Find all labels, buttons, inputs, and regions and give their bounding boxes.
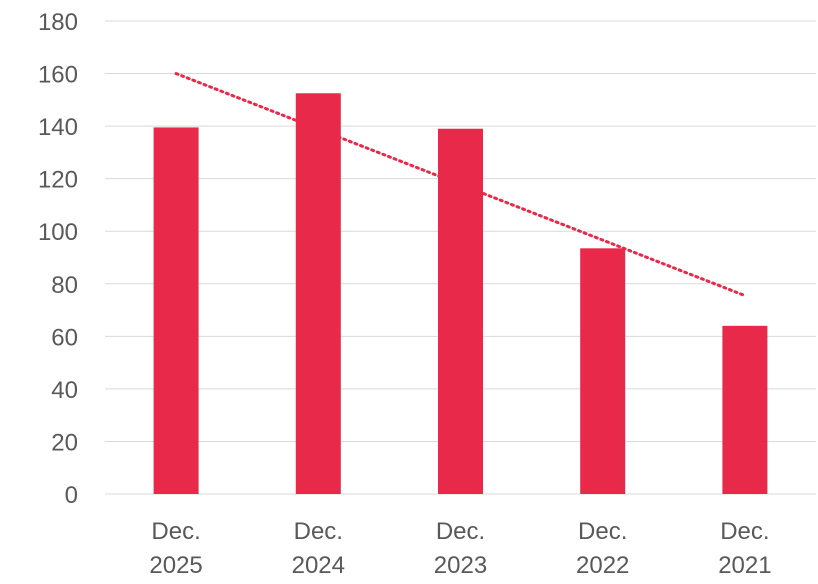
- bars: [153, 93, 768, 495]
- x-tick-label: Dec.: [294, 518, 343, 545]
- x-axis-ticks: Dec. 2025 Dec. 2024 Dec. 2023 Dec. 2022 Dec. 2021: [149, 518, 771, 579]
- y-tick-label: 180: [38, 9, 78, 36]
- x-tick-label: Dec.: [151, 518, 200, 545]
- x-tick-label: 2022: [576, 552, 629, 579]
- trendline-layer: [174, 72, 747, 298]
- bar: [722, 325, 768, 494]
- x-tick-label: Dec.: [436, 518, 485, 545]
- x-tick-label: 2025: [149, 552, 202, 579]
- x-tick-label: 2023: [434, 552, 487, 579]
- x-tick-label: 2024: [292, 552, 345, 579]
- y-tick-label: 20: [51, 429, 78, 456]
- y-tick-label: 60: [51, 324, 78, 351]
- bar: [580, 248, 626, 494]
- y-tick-label: 120: [38, 167, 78, 194]
- x-tick-label: Dec.: [578, 518, 627, 545]
- x-tick-label: 2021: [718, 552, 771, 579]
- y-axis-ticks: 0 20 40 60 80 100 120 140 160 180: [38, 9, 78, 509]
- y-tick-label: 160: [38, 62, 78, 89]
- y-tick-label: 40: [51, 377, 78, 404]
- trendline: [174, 72, 747, 298]
- x-tick-label: Dec.: [720, 518, 769, 545]
- y-tick-label: 100: [38, 219, 78, 246]
- bar: [295, 93, 341, 494]
- y-tick-label: 140: [38, 114, 78, 141]
- y-tick-label: 0: [65, 482, 78, 509]
- y-tick-label: 80: [51, 272, 78, 299]
- bar: [153, 127, 199, 495]
